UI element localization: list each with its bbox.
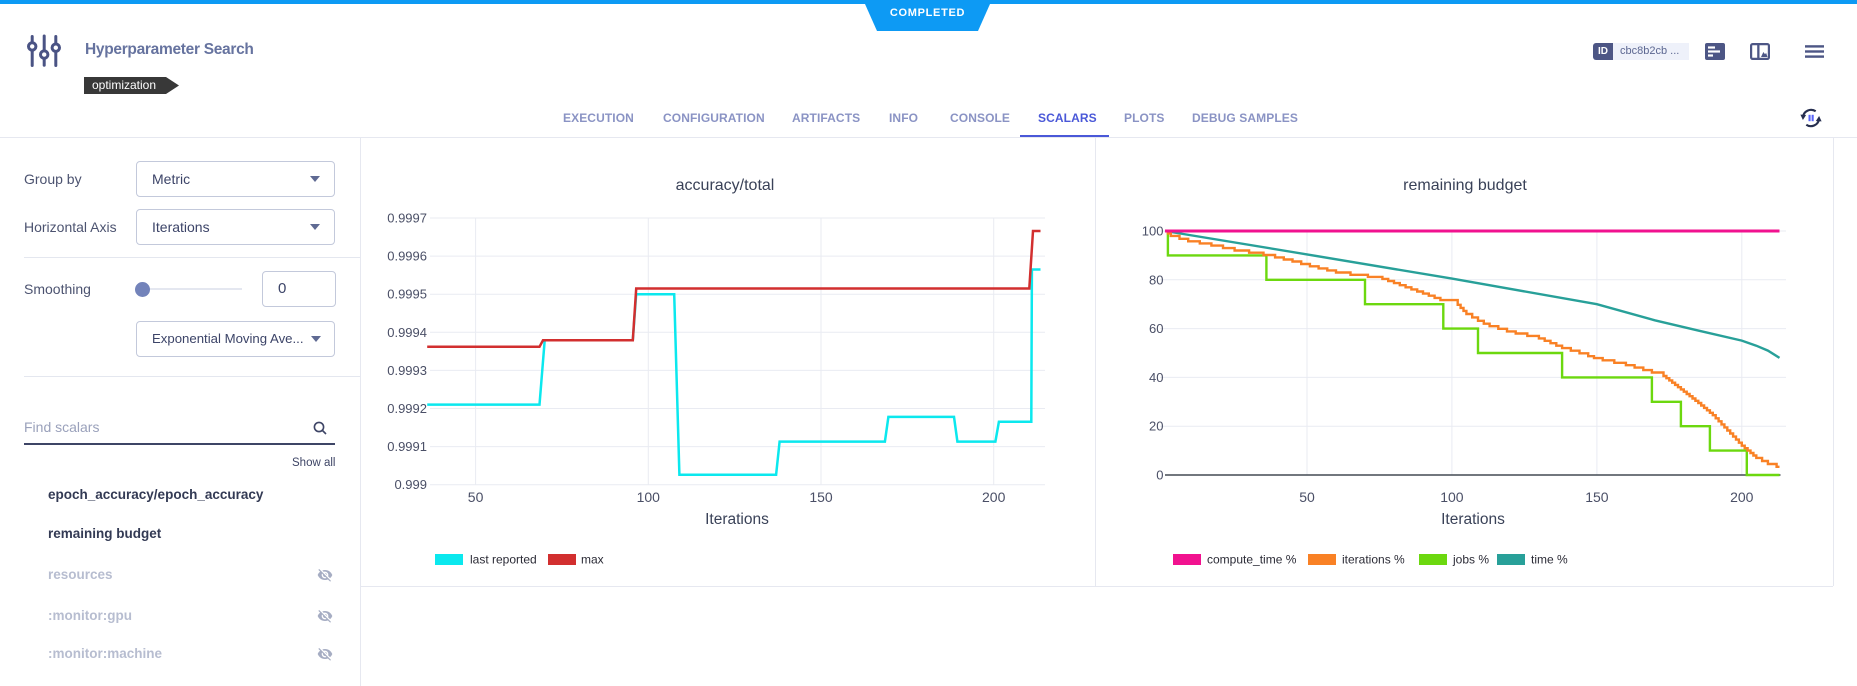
svg-text:0.9991: 0.9991: [387, 439, 427, 454]
svg-text:compute_time %: compute_time %: [1207, 553, 1297, 567]
svg-text:max: max: [581, 553, 604, 567]
svg-text:200: 200: [1730, 489, 1754, 505]
svg-text:150: 150: [809, 489, 833, 505]
svg-text:100: 100: [1142, 224, 1164, 239]
svg-text:40: 40: [1149, 370, 1163, 385]
svg-text:0.9996: 0.9996: [387, 249, 427, 264]
svg-text:last reported: last reported: [470, 553, 537, 567]
svg-text:0.9995: 0.9995: [387, 287, 427, 302]
svg-text:iterations %: iterations %: [1342, 553, 1405, 567]
svg-text:0: 0: [1156, 468, 1163, 483]
svg-text:150: 150: [1585, 489, 1609, 505]
svg-text:100: 100: [1440, 489, 1464, 505]
svg-text:80: 80: [1149, 272, 1163, 287]
svg-text:100: 100: [637, 489, 661, 505]
svg-text:200: 200: [982, 489, 1006, 505]
svg-text:0.999: 0.999: [394, 477, 427, 492]
svg-text:50: 50: [1299, 489, 1315, 505]
svg-text:0.9993: 0.9993: [387, 363, 427, 378]
svg-text:accuracy/total: accuracy/total: [676, 177, 775, 194]
svg-text:50: 50: [468, 489, 484, 505]
svg-text:remaining budget: remaining budget: [1403, 177, 1527, 194]
svg-text:Iterations: Iterations: [705, 511, 769, 528]
svg-text:0.9992: 0.9992: [387, 401, 427, 416]
svg-text:0.9994: 0.9994: [387, 325, 427, 340]
svg-text:60: 60: [1149, 321, 1163, 336]
svg-text:time %: time %: [1531, 553, 1568, 567]
svg-text:jobs %: jobs %: [1452, 553, 1489, 567]
svg-text:0.9997: 0.9997: [387, 211, 427, 226]
svg-text:20: 20: [1149, 419, 1163, 434]
svg-text:Iterations: Iterations: [1441, 511, 1505, 528]
